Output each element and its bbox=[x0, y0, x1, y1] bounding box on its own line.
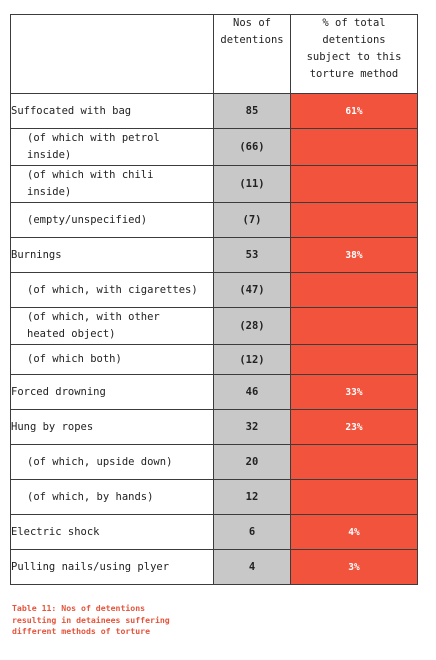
percent-cell bbox=[290, 272, 418, 308]
method-cell: Electric shock bbox=[10, 514, 214, 550]
table-row: (of which, upside down) 20 bbox=[10, 444, 418, 480]
count-cell: 32 bbox=[213, 409, 291, 445]
table-row: Pulling nails/using plyer 4 3% bbox=[10, 549, 418, 585]
table-row: Hung by ropes 32 23% bbox=[10, 409, 418, 445]
method-cell: Suffocated with bag bbox=[10, 93, 214, 129]
count-cell: (47) bbox=[213, 272, 291, 308]
method-label: Pulling nails/using plyer bbox=[11, 560, 170, 573]
table-row: Electric shock 6 4% bbox=[10, 514, 418, 550]
percent-cell: 38% bbox=[290, 237, 418, 273]
caption-line: different methods of torture bbox=[12, 626, 151, 636]
percent-cell: 33% bbox=[290, 374, 418, 410]
table-row: (of which, with cigarettes) (47) bbox=[10, 272, 418, 308]
method-label: Burnings bbox=[11, 248, 62, 261]
count-cell: (11) bbox=[213, 165, 291, 203]
percent-cell: 61% bbox=[290, 93, 418, 129]
method-cell: Hung by ropes bbox=[10, 409, 214, 445]
method-label: (of which with chili bbox=[27, 169, 154, 181]
method-cell: (of which, by hands) bbox=[10, 479, 214, 515]
percent-cell: 4% bbox=[290, 514, 418, 550]
count-header-line: detentions bbox=[220, 34, 284, 46]
method-cell: Pulling nails/using plyer bbox=[10, 549, 214, 585]
percent-header-line: % of total bbox=[322, 17, 386, 29]
count-column-header: Nos of detentions bbox=[213, 14, 291, 94]
method-cell: Forced drowning bbox=[10, 374, 214, 410]
count-cell: (66) bbox=[213, 128, 291, 166]
table-row: Forced drowning 46 33% bbox=[10, 374, 418, 410]
percent-column-header: % of total detentions subject to this to… bbox=[290, 14, 418, 94]
table-caption: Table 11: Nos of detentions resulting in… bbox=[12, 603, 212, 638]
percent-header-line: torture method bbox=[309, 68, 399, 80]
table-row: (empty/unspecified) (7) bbox=[10, 202, 418, 238]
caption-line: resulting in detainees suffering bbox=[12, 614, 170, 625]
method-label: Forced drowning bbox=[11, 385, 106, 398]
method-label: (of which, with cigarettes) bbox=[27, 283, 198, 296]
percent-cell bbox=[290, 165, 418, 203]
count-header-line: Nos of bbox=[233, 17, 271, 29]
percent-cell: 3% bbox=[290, 549, 418, 585]
table-row: (of which both) (12) bbox=[10, 344, 418, 375]
table-row: Suffocated with bag 85 61% bbox=[10, 93, 418, 129]
table-header-row: Nos of detentions % of total detentions … bbox=[10, 14, 418, 94]
method-label: heated object) bbox=[27, 328, 116, 340]
count-cell: 85 bbox=[213, 93, 291, 129]
method-label: (of which, by hands) bbox=[27, 490, 154, 503]
method-label: inside) bbox=[27, 186, 72, 198]
count-cell: 12 bbox=[213, 479, 291, 515]
method-label: (of which, upside down) bbox=[27, 455, 173, 468]
method-cell: (of which both) bbox=[10, 344, 214, 375]
count-cell: (7) bbox=[213, 202, 291, 238]
method-cell: (of which with petrol inside) bbox=[10, 128, 214, 166]
count-cell: 6 bbox=[213, 514, 291, 550]
method-label: Suffocated with bag bbox=[11, 104, 132, 117]
method-cell: (empty/unspecified) bbox=[10, 202, 214, 238]
table-row: (of which with petrol inside) (66) bbox=[10, 128, 418, 166]
table-row: (of which, by hands) 12 bbox=[10, 479, 418, 515]
method-label: (of which both) bbox=[27, 353, 122, 365]
percent-header-line: subject to this bbox=[306, 51, 402, 63]
method-label: Hung by ropes bbox=[11, 420, 94, 433]
percent-cell bbox=[290, 479, 418, 515]
method-label: (of which, with other bbox=[27, 311, 160, 323]
method-cell: (of which, with other heated object) bbox=[10, 307, 214, 345]
method-label: inside) bbox=[27, 149, 72, 161]
method-cell: (of which, upside down) bbox=[10, 444, 214, 480]
percent-cell bbox=[290, 444, 418, 480]
percent-cell bbox=[290, 344, 418, 375]
percent-header-line: detentions bbox=[322, 34, 386, 46]
percent-cell bbox=[290, 128, 418, 166]
torture-methods-table: Nos of detentions % of total detentions … bbox=[10, 14, 418, 585]
count-cell: 46 bbox=[213, 374, 291, 410]
percent-cell bbox=[290, 307, 418, 345]
count-cell: 20 bbox=[213, 444, 291, 480]
method-label: Electric shock bbox=[11, 525, 100, 538]
method-column-header bbox=[10, 14, 214, 94]
table-row: (of which, with other heated object) (28… bbox=[10, 307, 418, 345]
count-cell: (12) bbox=[213, 344, 291, 375]
method-label: (of which with petrol bbox=[27, 132, 160, 144]
count-cell: (28) bbox=[213, 307, 291, 345]
count-cell: 53 bbox=[213, 237, 291, 273]
count-cell: 4 bbox=[213, 549, 291, 585]
caption-line: Table 11: Nos of detentions bbox=[12, 603, 146, 613]
table-row: (of which with chili inside) (11) bbox=[10, 165, 418, 203]
table-row: Burnings 53 38% bbox=[10, 237, 418, 273]
method-cell: Burnings bbox=[10, 237, 214, 273]
method-cell: (of which with chili inside) bbox=[10, 165, 214, 203]
percent-cell: 23% bbox=[290, 409, 418, 445]
method-label: (empty/unspecified) bbox=[27, 213, 148, 226]
percent-cell bbox=[290, 202, 418, 238]
method-cell: (of which, with cigarettes) bbox=[10, 272, 214, 308]
